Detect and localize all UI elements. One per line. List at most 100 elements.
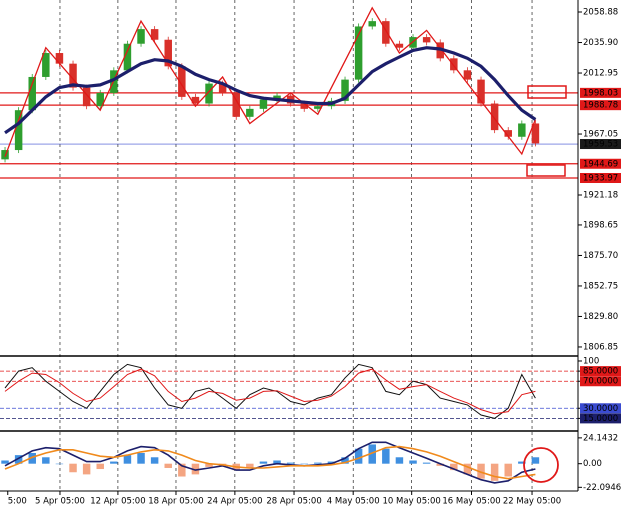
histogram-bar	[477, 463, 485, 479]
y-tick-label: 1898.65	[583, 220, 618, 230]
highlight-box	[527, 85, 567, 99]
candle-body	[422, 37, 431, 43]
histogram-bar	[164, 463, 172, 468]
histogram-bar	[55, 463, 64, 465]
candle-body	[232, 92, 240, 117]
x-tick-label: 5:00	[8, 497, 27, 507]
tick-label-bg	[580, 403, 621, 414]
histogram-bar	[409, 460, 417, 464]
histogram-bar	[504, 463, 512, 477]
histogram-bar	[300, 463, 308, 465]
y-tick-label: 30.0000	[583, 404, 618, 414]
level-label: 1998.03	[583, 88, 618, 98]
zigzag-line	[4, 6, 537, 157]
histogram-bar	[123, 455, 132, 464]
candle-body	[69, 63, 77, 88]
candle-body	[191, 96, 200, 104]
candle-body	[42, 53, 50, 77]
candle-body	[463, 70, 472, 80]
y-tick-label: 85.0000	[583, 367, 618, 377]
histogram-bar	[110, 461, 118, 464]
histogram-bar	[28, 452, 36, 464]
candle-body	[354, 26, 363, 80]
highlight-box	[526, 164, 566, 177]
histogram-bar	[205, 463, 213, 467]
histogram-bar	[14, 455, 23, 464]
histogram-bar	[137, 452, 145, 464]
histogram-bar	[327, 461, 336, 464]
candle-body	[395, 43, 404, 48]
candle-body	[150, 29, 159, 40]
candle-body	[300, 103, 308, 109]
histogram-bar	[341, 457, 349, 464]
candle-body	[137, 29, 145, 44]
level-label-bg	[580, 158, 621, 169]
level-label: 1944.69	[583, 159, 618, 169]
highlight-circle	[523, 447, 559, 483]
histogram-bar	[178, 463, 186, 477]
y-tick-label: 1829.80	[583, 312, 618, 322]
level-label: 1933.97	[583, 174, 618, 184]
axis: 2058.88 2035.90 2012.95 1967.05 1921.18 1898.…	[7, 7, 621, 507]
candle-body	[341, 79, 349, 101]
candle-body	[205, 83, 213, 104]
candle-body	[450, 58, 458, 71]
x-tick-label: 12 Apr 05:00	[90, 497, 145, 507]
x-tick-label: 28 Apr 05:00	[266, 497, 321, 507]
candle-body	[504, 130, 512, 137]
y-tick-label: 15.0000	[583, 414, 618, 424]
histogram-bar	[69, 463, 77, 473]
histogram-bar	[368, 444, 376, 464]
histogram-bar	[246, 463, 254, 468]
histogram-bar	[273, 460, 281, 464]
histogram-bar	[436, 463, 444, 466]
y-tick-label: 1921.18	[583, 191, 618, 201]
y-tick-label: 1875.70	[583, 251, 618, 261]
y-tick-label: 2035.90	[583, 38, 618, 48]
candle-body	[490, 103, 499, 131]
histogram-bar	[531, 457, 540, 464]
candle-body	[28, 76, 36, 111]
series-line	[4, 441, 536, 484]
histogram-bar	[259, 461, 268, 464]
level-label-bg	[580, 100, 621, 111]
histogram-bar	[191, 463, 200, 475]
histogram-bar	[96, 463, 104, 470]
candle-body	[477, 79, 485, 104]
x-tick-label: 24 Apr 05:00	[207, 497, 262, 507]
candle-body	[314, 106, 322, 109]
y-tick-label: -22.0946	[583, 483, 621, 493]
y-tick-label: 100	[583, 356, 599, 366]
level-label-bg	[580, 87, 621, 98]
histogram-bar	[382, 448, 390, 464]
tick-label-bg	[580, 413, 621, 424]
histogram-bar	[286, 462, 295, 464]
level-label-bg	[580, 173, 621, 184]
tick-label-bg	[580, 376, 621, 387]
grid	[59, 0, 533, 491]
x-tick-label: 22 May 05:00	[503, 497, 561, 507]
x-tick-label: 10 May 05:00	[383, 497, 441, 507]
y-tick-label: 1806.85	[583, 342, 618, 352]
candle-body	[82, 87, 91, 107]
histogram-bar	[82, 463, 91, 475]
level-label-bg	[580, 139, 621, 150]
x-tick-label: 4 May 05:00	[327, 497, 380, 507]
histogram-bar	[490, 463, 499, 481]
candle-body	[55, 53, 64, 64]
plot	[0, 6, 578, 484]
series-line	[4, 368, 536, 415]
histogram-bar	[422, 462, 431, 464]
candle-body	[1, 150, 9, 160]
candle-body	[368, 21, 376, 27]
histogram-bar	[314, 462, 322, 464]
histogram-bar	[1, 460, 9, 464]
x-tick-label: 18 Apr 05:00	[148, 497, 203, 507]
y-tick-label: 2058.88	[583, 7, 618, 17]
histogram-bar	[463, 463, 472, 475]
series-line	[4, 445, 536, 480]
y-tick-label: 24.1432	[583, 433, 618, 443]
y-tick-label: 1967.05	[583, 130, 618, 140]
